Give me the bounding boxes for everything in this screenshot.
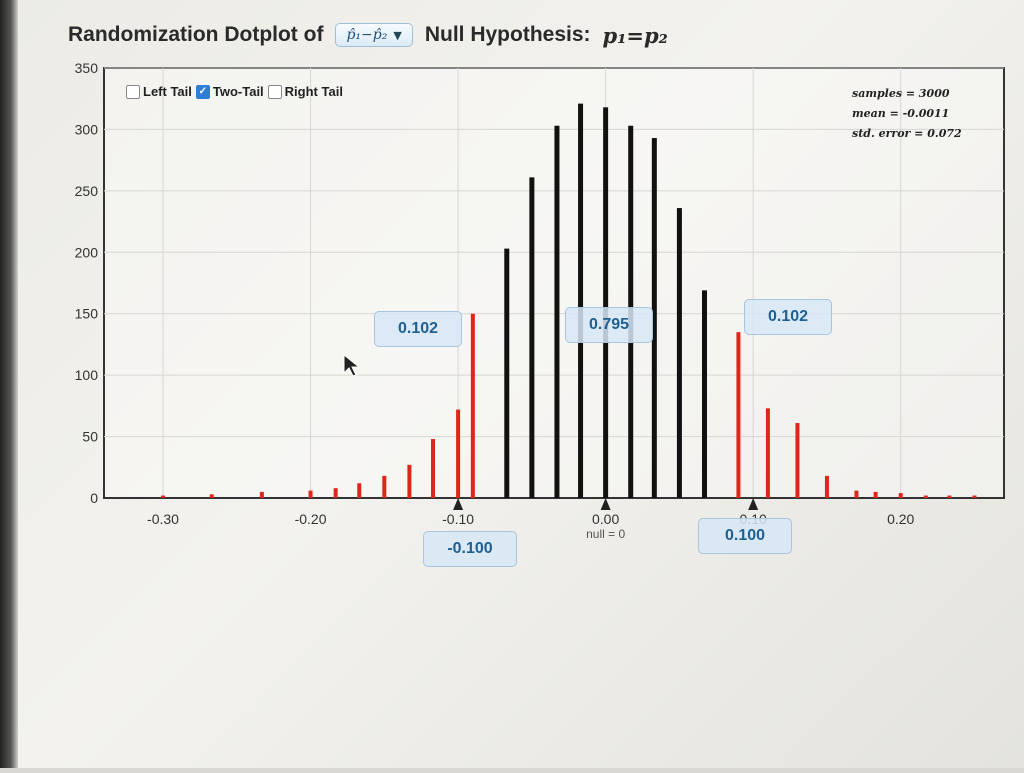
center-proportion[interactable]: 0.795: [565, 307, 653, 343]
bar-mark: [259, 491, 264, 498]
cutoff-marker-icon: [453, 498, 464, 510]
two-tail-option[interactable]: ✓ Two-Tail: [195, 84, 264, 99]
bar-mark: [504, 248, 510, 498]
left-tail-label: Left Tail: [143, 84, 192, 99]
tail-options: Left Tail ✓ Two-Tail Right Tail: [126, 84, 343, 99]
x-tick-label: -0.20: [295, 511, 327, 527]
null-marker-icon: [600, 498, 611, 510]
y-tick-label: 50: [82, 429, 98, 445]
bar-mark: [529, 177, 535, 499]
chevron-down-icon: ▼: [393, 28, 402, 42]
bar-mark: [407, 464, 412, 498]
right-tail-checkbox[interactable]: [267, 84, 282, 99]
statistic-select-value: p̂₁−p̂₂: [346, 27, 388, 43]
y-tick-label: 250: [75, 183, 99, 199]
y-tick-label: 100: [75, 367, 99, 383]
bar-mark: [209, 494, 214, 498]
std-error-stat: std. error = 0.072: [852, 127, 962, 140]
bar-mark: [554, 125, 560, 498]
y-tick-label: 150: [75, 306, 99, 322]
statistic-select[interactable]: p̂₁−p̂₂ ▼: [335, 23, 413, 47]
right-cutoff-input[interactable]: 0.100: [698, 518, 792, 554]
y-tick-label: 200: [75, 244, 99, 260]
monitor-bezel: [0, 0, 18, 768]
bar-mark: [947, 495, 952, 498]
x-tick-label: 0.00: [592, 511, 619, 527]
bar-mark: [824, 475, 829, 498]
null-hypothesis-label: Null Hypothesis:: [424, 23, 591, 46]
bar-mark: [603, 107, 609, 499]
bar-mark: [470, 313, 475, 498]
null-hypothesis-equation: p₁=p₂: [602, 22, 668, 48]
left-tail-checkbox[interactable]: [126, 84, 140, 99]
mean-stat: mean = -0.0011: [852, 107, 950, 120]
y-tick-label: 300: [75, 121, 99, 137]
left-tail-option[interactable]: Left Tail: [126, 84, 192, 99]
y-tick-label: 350: [75, 60, 99, 76]
bar-mark: [456, 409, 461, 498]
bar-mark: [308, 490, 313, 498]
x-tick-label: -0.10: [442, 511, 474, 527]
left-cutoff-input[interactable]: -0.100: [423, 531, 517, 567]
bar-mark: [898, 493, 903, 498]
bar-mark: [923, 495, 928, 498]
bar-mark: [972, 495, 977, 498]
x-tick-label: -0.30: [147, 511, 179, 527]
bar-mark: [701, 290, 707, 498]
x-tick-label: 0.20: [887, 511, 914, 527]
samples-stat: samples = 3000: [852, 87, 950, 100]
right-tail-label: Right Tail: [284, 84, 343, 99]
bar-mark: [357, 483, 362, 498]
two-tail-label: Two-Tail: [212, 84, 264, 99]
bar-mark: [161, 495, 166, 498]
plot-frame: [103, 67, 1005, 499]
bar-mark: [333, 488, 338, 498]
bar-mark: [651, 138, 657, 498]
chart-header: Randomization Dotplot of p̂₁−p̂₂ ▼ Null …: [68, 18, 668, 52]
summary-stats: samples = 3000 mean = -0.0011 std. error…: [852, 84, 962, 144]
cutoff-marker-icon: [748, 498, 759, 510]
bar-mark: [736, 332, 741, 498]
page-title: Randomization Dotplot of: [68, 23, 324, 46]
null-label: null = 0: [586, 527, 625, 541]
bar-mark: [854, 490, 859, 498]
bar-mark: [795, 423, 800, 498]
y-tick-label: 0: [90, 490, 98, 506]
bar-mark: [765, 408, 770, 498]
bar-mark: [873, 491, 878, 498]
right-tail-option[interactable]: Right Tail: [267, 84, 343, 99]
bar-mark: [382, 475, 387, 498]
bar-mark: [578, 103, 584, 498]
right-tail-proportion[interactable]: 0.102: [744, 299, 832, 335]
two-tail-checkbox[interactable]: ✓: [195, 84, 210, 99]
bar-mark: [431, 439, 436, 498]
bar-mark: [676, 208, 682, 499]
left-tail-proportion[interactable]: 0.102: [374, 311, 462, 347]
